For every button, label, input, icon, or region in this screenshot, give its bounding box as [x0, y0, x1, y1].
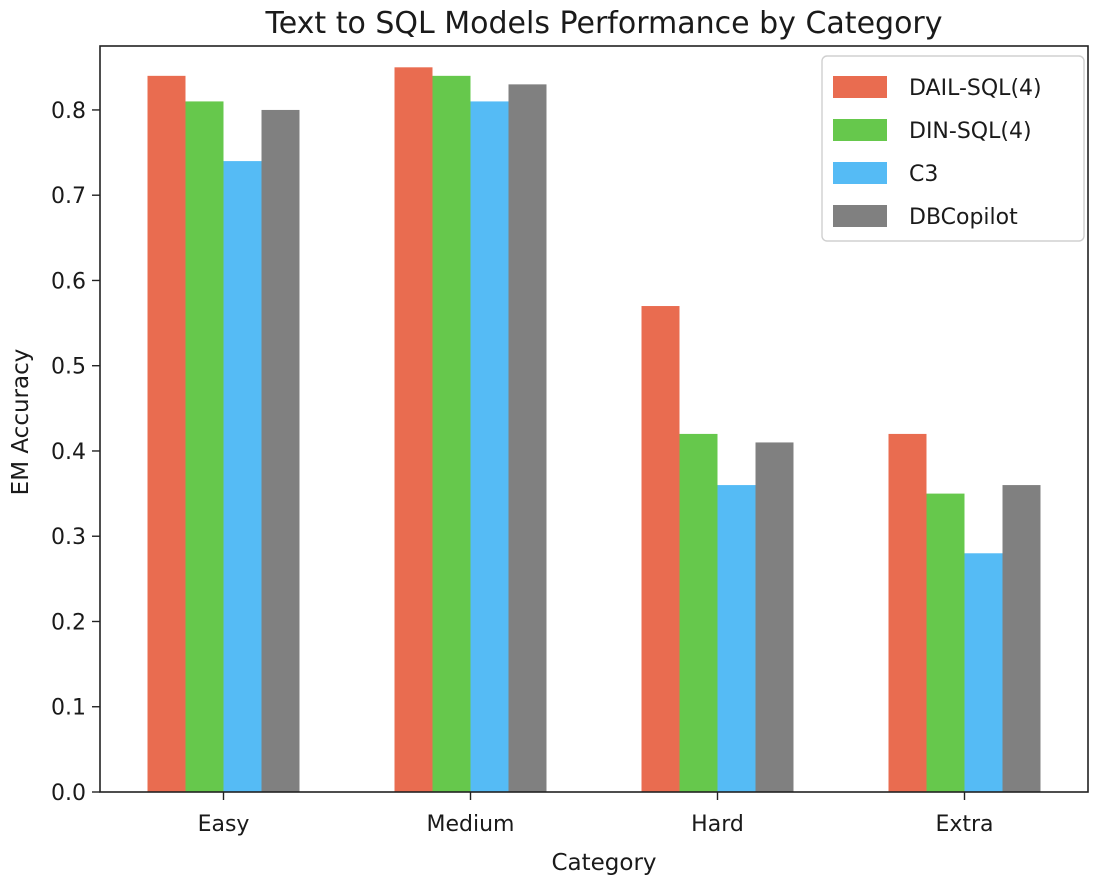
legend-label: DBCopilot: [909, 205, 1018, 230]
y-tick-label: 0.5: [51, 355, 86, 380]
bar-din-sql-4--easy: [185, 101, 224, 793]
legend: DAIL-SQL(4) DIN-SQL(4) C3 DBCopilot: [821, 55, 1085, 242]
y-axis-label: EM Accuracy: [8, 349, 34, 496]
legend-box: [821, 55, 1085, 242]
plot-area: 0.0 0.1 0.2 0.3 0.4 0.5 0.6 0.7 0.8 Easy Medium Har…: [51, 45, 1089, 837]
bar-dbcopilot-hard: [755, 442, 794, 792]
legend-swatch: [833, 162, 887, 184]
bar-din-sql-4--extra: [926, 493, 965, 792]
bar-c3-hard: [717, 485, 756, 792]
bar-dail-sql-4--hard: [641, 306, 680, 792]
bar-dail-sql-4--easy: [147, 75, 186, 793]
bar-c3-easy: [223, 161, 262, 792]
legend-swatch: [833, 119, 887, 141]
bar-c3-medium: [470, 101, 509, 793]
y-tick-label: 0.3: [51, 525, 86, 550]
plot-frame: [99, 45, 1089, 793]
x-tick-label: Extra: [935, 812, 993, 837]
bar-dbcopilot-medium: [508, 84, 547, 792]
bar-dbcopilot-extra: [1002, 485, 1041, 792]
x-tick-label: Easy: [198, 812, 250, 837]
y-tick-label: 0.1: [51, 696, 86, 721]
x-axis-label: Category: [551, 850, 656, 876]
x-tick-label: Hard: [691, 812, 744, 837]
legend-label: DIN-SQL(4): [909, 119, 1032, 144]
y-tick-label: 0.2: [51, 610, 86, 635]
bar-din-sql-4--medium: [432, 75, 471, 793]
y-tick-label: 0.7: [51, 184, 86, 209]
x-tick-label: Medium: [427, 812, 515, 837]
bar-dail-sql-4--medium: [394, 67, 433, 793]
y-tick-label: 0.8: [51, 99, 86, 124]
y-tick-label: 0.4: [51, 440, 86, 465]
bar-din-sql-4--hard: [679, 433, 718, 792]
bar-dbcopilot-easy: [261, 109, 300, 792]
legend-label: C3: [909, 162, 938, 187]
y-tick-label: 0.6: [51, 269, 86, 294]
legend-label: DAIL-SQL(4): [909, 76, 1042, 101]
y-tick-label: 0.0: [51, 781, 86, 806]
bar-dail-sql-4--extra: [888, 433, 927, 792]
legend-swatch: [833, 205, 887, 227]
chart-title: Text to SQL Models Performance by Catego…: [264, 6, 942, 41]
legend-swatch: [833, 76, 887, 98]
bar-c3-extra: [964, 553, 1003, 792]
